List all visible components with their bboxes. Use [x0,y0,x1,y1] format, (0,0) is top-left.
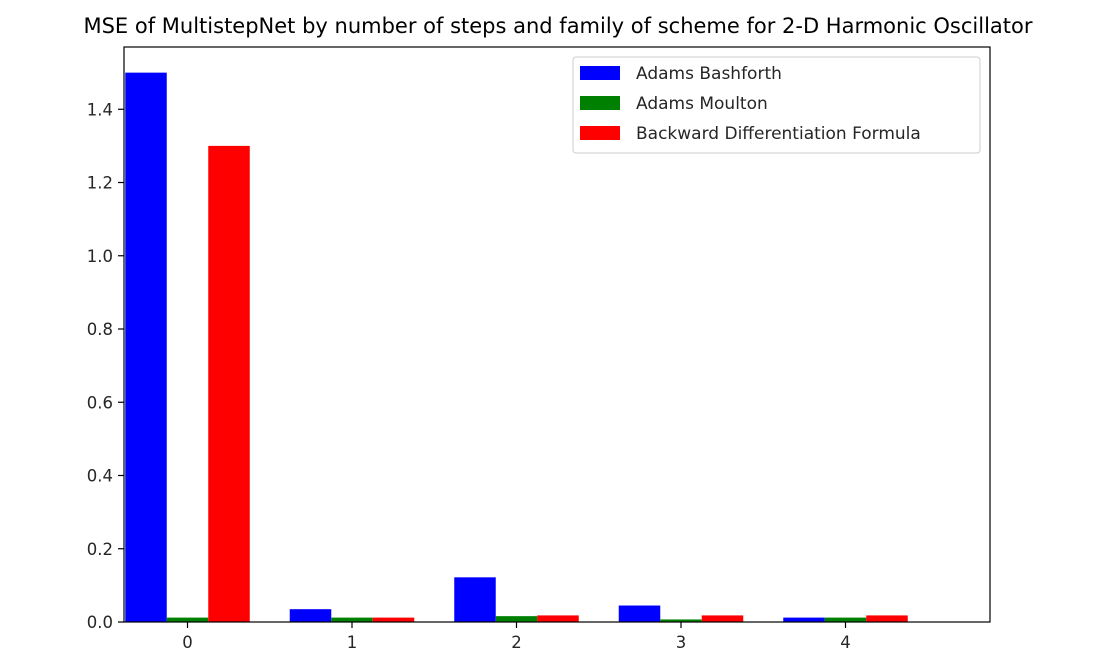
bar-adams-moulton-1 [331,617,373,622]
bar-backward-differentiation-formula-4 [866,615,908,622]
y-axis: 0.0 0.2 0.4 0.6 0.8 1.0 1.2 1.4 [87,100,124,632]
x-tick-label: 0 [182,633,193,652]
bar-adams-bashforth-2 [454,577,496,622]
y-tick-label: 1.2 [87,174,113,193]
legend-swatch-adams-moulton [580,96,620,110]
x-tick-label: 2 [511,633,522,652]
legend: Adams Bashforth Adams Moulton Backward Dif… [572,56,981,154]
legend-box [572,56,981,154]
x-axis: 0 1 2 3 4 [182,622,851,652]
x-tick-label: 4 [840,633,851,652]
bar-backward-differentiation-formula-0 [208,145,250,622]
y-tick-label: 0.8 [87,320,113,339]
bar-backward-differentiation-formula-2 [537,615,579,622]
y-tick-label: 0.2 [87,540,113,559]
plot-frame [123,46,991,623]
legend-label-backward-differentiation-formula: Backward Differentiation Formula [636,124,921,144]
y-tick-label: 1.4 [87,100,113,119]
legend-swatch-adams-bashforth [580,66,620,80]
y-tick-label: 0.4 [87,467,113,486]
bar-adams-moulton-2 [495,616,538,622]
bar-adams-bashforth-4 [783,617,825,622]
bar-adams-bashforth-0 [125,72,167,622]
bar-adams-moulton-4 [824,617,867,622]
x-tick-label: 1 [347,633,358,652]
bars-group [125,72,908,622]
y-tick-label: 0.6 [87,393,113,412]
legend-swatch-backward-differentiation-formula [580,126,620,140]
bar-adams-bashforth-3 [618,605,661,622]
y-tick-label: 0.0 [87,613,113,632]
x-tick-label: 3 [676,633,687,652]
bar-backward-differentiation-formula-3 [701,615,744,622]
bar-backward-differentiation-formula-1 [372,617,415,622]
bar-adams-bashforth-1 [289,609,332,622]
legend-label-adams-moulton: Adams Moulton [636,94,768,114]
bar-adams-moulton-0 [166,617,209,622]
legend-label-adams-bashforth: Adams Bashforth [636,64,782,84]
chart-title: MSE of MultistepNet by number of steps a… [83,14,1032,38]
y-tick-label: 1.0 [87,247,113,266]
bar-adams-moulton-3 [660,619,702,622]
